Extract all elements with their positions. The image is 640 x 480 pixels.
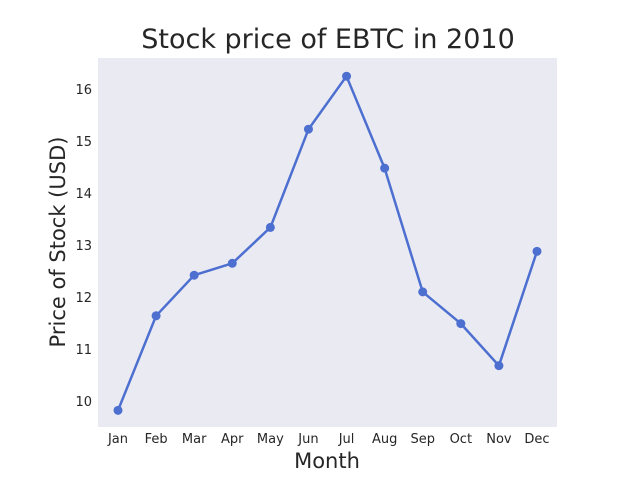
x-tick-label: Dec [524, 432, 549, 447]
x-tick-label: May [257, 432, 284, 447]
y-tick-label: 15 [75, 135, 92, 150]
x-tick-label: Jul [338, 432, 355, 447]
y-tick-label: 16 [75, 83, 92, 98]
plot-area [98, 58, 557, 427]
x-tick-label: Sep [410, 432, 435, 447]
data-point [265, 222, 275, 232]
data-point [494, 361, 504, 371]
data-point [418, 287, 428, 297]
x-tick-label: Aug [372, 432, 397, 447]
x-tick-label: Oct [450, 432, 472, 447]
data-point [151, 311, 161, 321]
series-line [116, 74, 539, 412]
x-tick-label: Nov [486, 432, 512, 447]
x-tick-label: Feb [145, 432, 168, 447]
x-axis-ticks: Jan Feb Mar Apr May Jun Jul Aug Sep Oct Nov Dec [107, 432, 550, 447]
data-point [380, 163, 390, 173]
y-tick-label: 11 [75, 343, 92, 358]
data-points [113, 71, 542, 415]
data-point [303, 124, 313, 134]
data-point [532, 246, 542, 256]
x-tick-label: Jun [297, 432, 318, 447]
y-tick-label: 13 [75, 239, 92, 254]
x-tick-label: Apr [221, 432, 244, 447]
x-tick-label: Mar [182, 432, 207, 447]
data-point [227, 258, 237, 268]
y-axis-label: Price of Stock (USD) [46, 137, 70, 348]
y-tick-label: 10 [75, 395, 92, 410]
y-axis-ticks: 10 11 12 13 14 15 16 [75, 83, 92, 410]
data-point [189, 270, 199, 280]
data-point [456, 319, 466, 329]
chart-title: Stock price of EBTC in 2010 [141, 24, 515, 55]
x-tick-label: Jan [107, 432, 128, 447]
data-point [113, 405, 123, 415]
y-tick-label: 14 [75, 187, 92, 202]
y-tick-label: 12 [75, 291, 92, 306]
data-point [342, 71, 352, 81]
x-axis-label: Month [294, 449, 360, 473]
